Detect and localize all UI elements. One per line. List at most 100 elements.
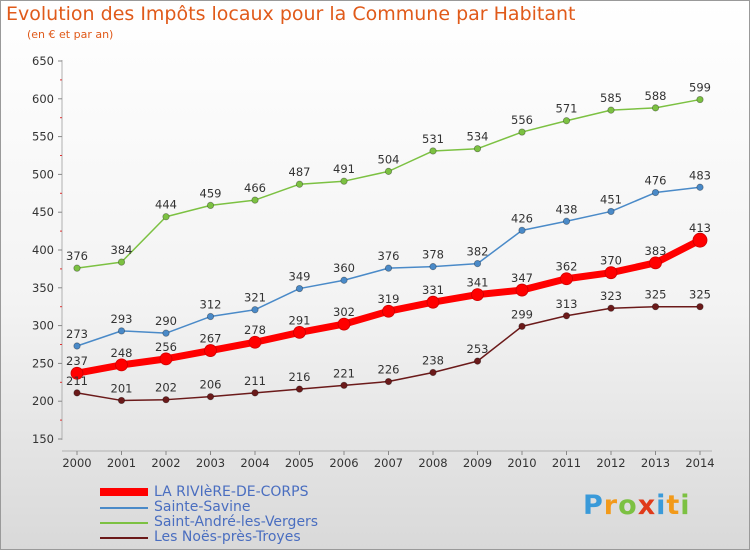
data-label: 362 (556, 260, 578, 274)
data-label: 451 (600, 192, 622, 206)
data-label: 444 (155, 198, 177, 212)
data-label: 426 (511, 211, 533, 225)
y-tick-label: 150 (32, 432, 54, 446)
data-point (295, 284, 304, 293)
x-tick-label: 2012 (596, 456, 625, 470)
data-point (649, 256, 662, 270)
data-label: 323 (600, 289, 622, 303)
data-label: 267 (200, 332, 222, 346)
data-point (562, 117, 571, 125)
data-label: 384 (111, 243, 133, 257)
chart-subtitle: (en € et par an) (27, 28, 114, 41)
data-label: 413 (689, 221, 711, 235)
data-point (337, 317, 351, 331)
data-label: 376 (378, 249, 400, 263)
data-point (604, 266, 618, 280)
data-point (162, 396, 170, 404)
x-tick-label: 2003 (196, 456, 225, 470)
y-tick-label: 600 (32, 92, 54, 106)
data-point (251, 196, 259, 204)
data-point (473, 260, 482, 268)
x-tick-label: 2007 (374, 456, 403, 470)
data-label: 383 (645, 244, 667, 258)
data-point (162, 329, 170, 337)
data-label: 487 (289, 165, 311, 179)
data-label: 491 (333, 162, 355, 176)
data-label: 273 (66, 327, 88, 341)
data-point (515, 283, 529, 297)
data-label: 331 (422, 283, 444, 297)
data-label: 370 (600, 254, 622, 268)
x-tick-label: 2013 (641, 456, 670, 470)
data-point (473, 145, 482, 153)
y-tick-label: 650 (32, 54, 54, 68)
data-label: 382 (467, 245, 489, 259)
data-label: 438 (556, 202, 578, 216)
data-point (251, 306, 259, 314)
data-point (471, 288, 484, 302)
legend-label: Sainte-Savine (154, 499, 251, 515)
data-label: 312 (200, 298, 222, 312)
legend-label: Les Noës-près-Troyes (154, 529, 301, 545)
x-tick-label: 2004 (240, 456, 269, 470)
chart-title: Evolution des Impôts locaux pour la Comm… (6, 3, 576, 25)
data-label: 248 (111, 346, 133, 360)
data-point (607, 207, 615, 216)
data-point (295, 385, 304, 393)
x-tick-label: 2001 (107, 456, 136, 470)
data-point (251, 389, 259, 397)
y-tick-label: 300 (32, 319, 54, 333)
data-point (473, 357, 482, 365)
data-label: 341 (467, 276, 489, 290)
data-point (426, 295, 440, 309)
data-point (429, 368, 437, 377)
data-point (117, 396, 126, 405)
data-point (340, 276, 348, 284)
legend-swatch (100, 537, 148, 539)
data-label: 216 (289, 370, 311, 384)
data-label: 290 (155, 314, 177, 328)
logo-letter: P (583, 490, 604, 521)
data-point (73, 389, 81, 397)
data-label: 585 (600, 91, 622, 105)
data-label: 476 (645, 174, 667, 188)
y-tick-label: 400 (32, 243, 54, 257)
data-point (518, 226, 526, 234)
y-tick-label: 500 (32, 167, 54, 181)
data-label: 211 (244, 374, 266, 388)
data-point (696, 303, 704, 311)
data-label: 466 (244, 181, 266, 195)
data-point (159, 352, 173, 366)
series-line (76, 98, 701, 269)
data-point (204, 344, 217, 357)
logo-letter: i (656, 490, 667, 521)
data-label: 302 (333, 305, 355, 319)
y-tick-label: 250 (32, 356, 54, 370)
y-tick-label: 450 (32, 205, 54, 219)
data-point (115, 358, 128, 372)
data-point (562, 217, 571, 225)
data-label: 299 (511, 307, 533, 321)
data-point (340, 381, 348, 389)
data-point (73, 264, 81, 272)
data-label: 347 (511, 271, 533, 285)
logo-letter: i (680, 490, 691, 521)
data-point (382, 304, 395, 318)
data-point (117, 258, 126, 266)
data-point (651, 188, 660, 197)
x-tick-label: 2010 (507, 456, 536, 470)
data-label: 319 (378, 292, 400, 306)
logo-letter: o (618, 490, 638, 521)
data-label: 321 (244, 291, 266, 305)
data-label: 325 (645, 288, 667, 302)
x-tick-label: 2002 (151, 456, 180, 470)
data-label: 221 (333, 366, 355, 380)
data-label: 237 (66, 354, 88, 368)
data-point (560, 272, 573, 286)
legend-swatch (100, 488, 148, 496)
data-label: 483 (689, 168, 711, 182)
data-point (607, 304, 615, 312)
legend-swatch (100, 507, 148, 509)
